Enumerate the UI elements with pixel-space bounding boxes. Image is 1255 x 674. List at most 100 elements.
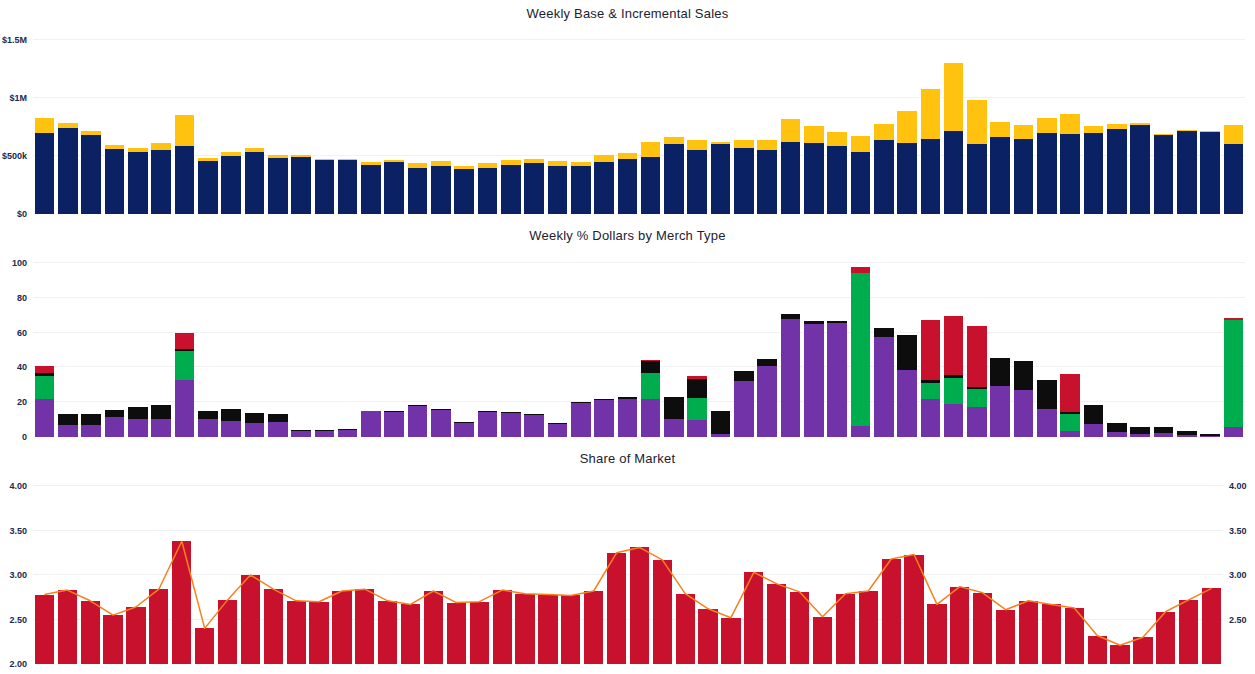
merch-bar-week-18[interactable]	[431, 263, 451, 437]
sales-bar-week-46[interactable]	[1084, 40, 1104, 214]
sales-bar-week-31[interactable]	[734, 40, 754, 214]
sales-bar-week-45[interactable]	[1060, 40, 1080, 214]
sales-bar-week-24[interactable]	[571, 40, 591, 214]
merch-bar-week-51[interactable]	[1200, 263, 1220, 437]
sales-bar-week-9[interactable]	[221, 40, 241, 214]
merch-bar-week-12[interactable]	[291, 263, 311, 437]
merch-bar-week-30[interactable]	[711, 263, 731, 437]
sales-bar-week-44[interactable]	[1037, 40, 1057, 214]
merch-bar-week-14[interactable]	[338, 263, 358, 437]
sales-bar-week-38[interactable]	[897, 40, 917, 214]
sales-bar-week-36[interactable]	[851, 40, 871, 214]
merch-bar-week-24[interactable]	[571, 263, 591, 437]
merch-bar-week-38[interactable]	[897, 263, 917, 437]
merch-bar-week-52[interactable]	[1224, 263, 1244, 437]
merch-bar-week-46[interactable]	[1084, 263, 1104, 437]
merch-bar-week-33[interactable]	[781, 263, 801, 437]
sales-bar-week-34[interactable]	[804, 40, 824, 214]
sales-bar-week-37[interactable]	[874, 40, 894, 214]
merch-bar-week-41[interactable]	[967, 263, 987, 437]
merch-bar-week-45[interactable]	[1060, 263, 1080, 437]
sales-bar-week-29[interactable]	[687, 40, 707, 214]
sales-bar-week-32[interactable]	[757, 40, 777, 214]
merch-bar-week-19[interactable]	[454, 263, 474, 437]
sales-bar-week-11[interactable]	[268, 40, 288, 214]
sales-bar-week-41[interactable]	[967, 40, 987, 214]
sales-bar-week-14[interactable]	[338, 40, 358, 214]
merch-bar-week-48[interactable]	[1130, 263, 1150, 437]
sales-bar-week-40[interactable]	[944, 40, 964, 214]
sales-bar-week-10[interactable]	[245, 40, 265, 214]
sales-bar-week-52[interactable]	[1224, 40, 1244, 214]
sales-bar-week-19[interactable]	[454, 40, 474, 214]
merch-bar-week-11[interactable]	[268, 263, 288, 437]
sales-bar-week-12[interactable]	[291, 40, 311, 214]
sales-bar-week-33[interactable]	[781, 40, 801, 214]
merch-bar-week-10[interactable]	[245, 263, 265, 437]
merch-bar-week-20[interactable]	[478, 263, 498, 437]
merch-bar-week-29[interactable]	[687, 263, 707, 437]
merch-bar-week-27[interactable]	[641, 263, 661, 437]
merch-bar-week-34[interactable]	[804, 263, 824, 437]
sales-bar-week-7[interactable]	[175, 40, 195, 214]
merch-bar-week-16[interactable]	[384, 263, 404, 437]
merch-bar-week-35[interactable]	[827, 263, 847, 437]
sales-bar-week-20[interactable]	[478, 40, 498, 214]
sales-bar-week-47[interactable]	[1107, 40, 1127, 214]
merch-bar-week-15[interactable]	[361, 263, 381, 437]
merch-bar-week-23[interactable]	[548, 263, 568, 437]
merch-bar-week-47[interactable]	[1107, 263, 1127, 437]
merch-bar-week-37[interactable]	[874, 263, 894, 437]
merch-bar-week-13[interactable]	[315, 263, 335, 437]
merch-bar-week-2[interactable]	[58, 263, 78, 437]
merch-bar-week-28[interactable]	[664, 263, 684, 437]
merch-bar-week-40[interactable]	[944, 263, 964, 437]
merch-bar-week-21[interactable]	[501, 263, 521, 437]
sales-bar-week-43[interactable]	[1014, 40, 1034, 214]
sales-bar-week-27[interactable]	[641, 40, 661, 214]
merch-bar-week-1[interactable]	[35, 263, 55, 437]
sales-bar-week-15[interactable]	[361, 40, 381, 214]
merch-bar-week-7[interactable]	[175, 263, 195, 437]
merch-bar-week-43[interactable]	[1014, 263, 1034, 437]
merch-bar-week-26[interactable]	[618, 263, 638, 437]
merch-bar-week-9[interactable]	[221, 263, 241, 437]
sales-bar-week-39[interactable]	[921, 40, 941, 214]
merch-bar-week-49[interactable]	[1154, 263, 1174, 437]
sales-bar-week-13[interactable]	[315, 40, 335, 214]
sales-bar-week-3[interactable]	[81, 40, 101, 214]
merch-bar-week-8[interactable]	[198, 263, 218, 437]
sales-bar-week-4[interactable]	[105, 40, 125, 214]
merch-bar-week-42[interactable]	[990, 263, 1010, 437]
sales-bar-week-23[interactable]	[548, 40, 568, 214]
sales-bar-week-18[interactable]	[431, 40, 451, 214]
sales-bar-week-26[interactable]	[618, 40, 638, 214]
sales-bar-week-28[interactable]	[664, 40, 684, 214]
merch-bar-week-32[interactable]	[757, 263, 777, 437]
merch-bar-week-36[interactable]	[851, 263, 871, 437]
merch-bar-week-39[interactable]	[921, 263, 941, 437]
sales-bar-week-2[interactable]	[58, 40, 78, 214]
sales-bar-week-17[interactable]	[408, 40, 428, 214]
merch-bar-week-22[interactable]	[524, 263, 544, 437]
merch-bar-week-6[interactable]	[151, 263, 171, 437]
sales-bar-week-16[interactable]	[384, 40, 404, 214]
sales-bar-week-49[interactable]	[1154, 40, 1174, 214]
sales-bar-week-35[interactable]	[827, 40, 847, 214]
sales-bar-week-48[interactable]	[1130, 40, 1150, 214]
merch-bar-week-4[interactable]	[105, 263, 125, 437]
sales-bar-week-6[interactable]	[151, 40, 171, 214]
sales-bar-week-8[interactable]	[198, 40, 218, 214]
merch-bar-week-5[interactable]	[128, 263, 148, 437]
sales-bar-week-21[interactable]	[501, 40, 521, 214]
sales-bar-week-22[interactable]	[524, 40, 544, 214]
merch-bar-week-50[interactable]	[1177, 263, 1197, 437]
sales-bar-week-51[interactable]	[1200, 40, 1220, 214]
sales-bar-week-5[interactable]	[128, 40, 148, 214]
merch-bar-week-31[interactable]	[734, 263, 754, 437]
sales-bar-week-50[interactable]	[1177, 40, 1197, 214]
merch-bar-week-17[interactable]	[408, 263, 428, 437]
merch-bar-week-3[interactable]	[81, 263, 101, 437]
sales-bar-week-1[interactable]	[35, 40, 55, 214]
sales-bar-week-25[interactable]	[594, 40, 614, 214]
